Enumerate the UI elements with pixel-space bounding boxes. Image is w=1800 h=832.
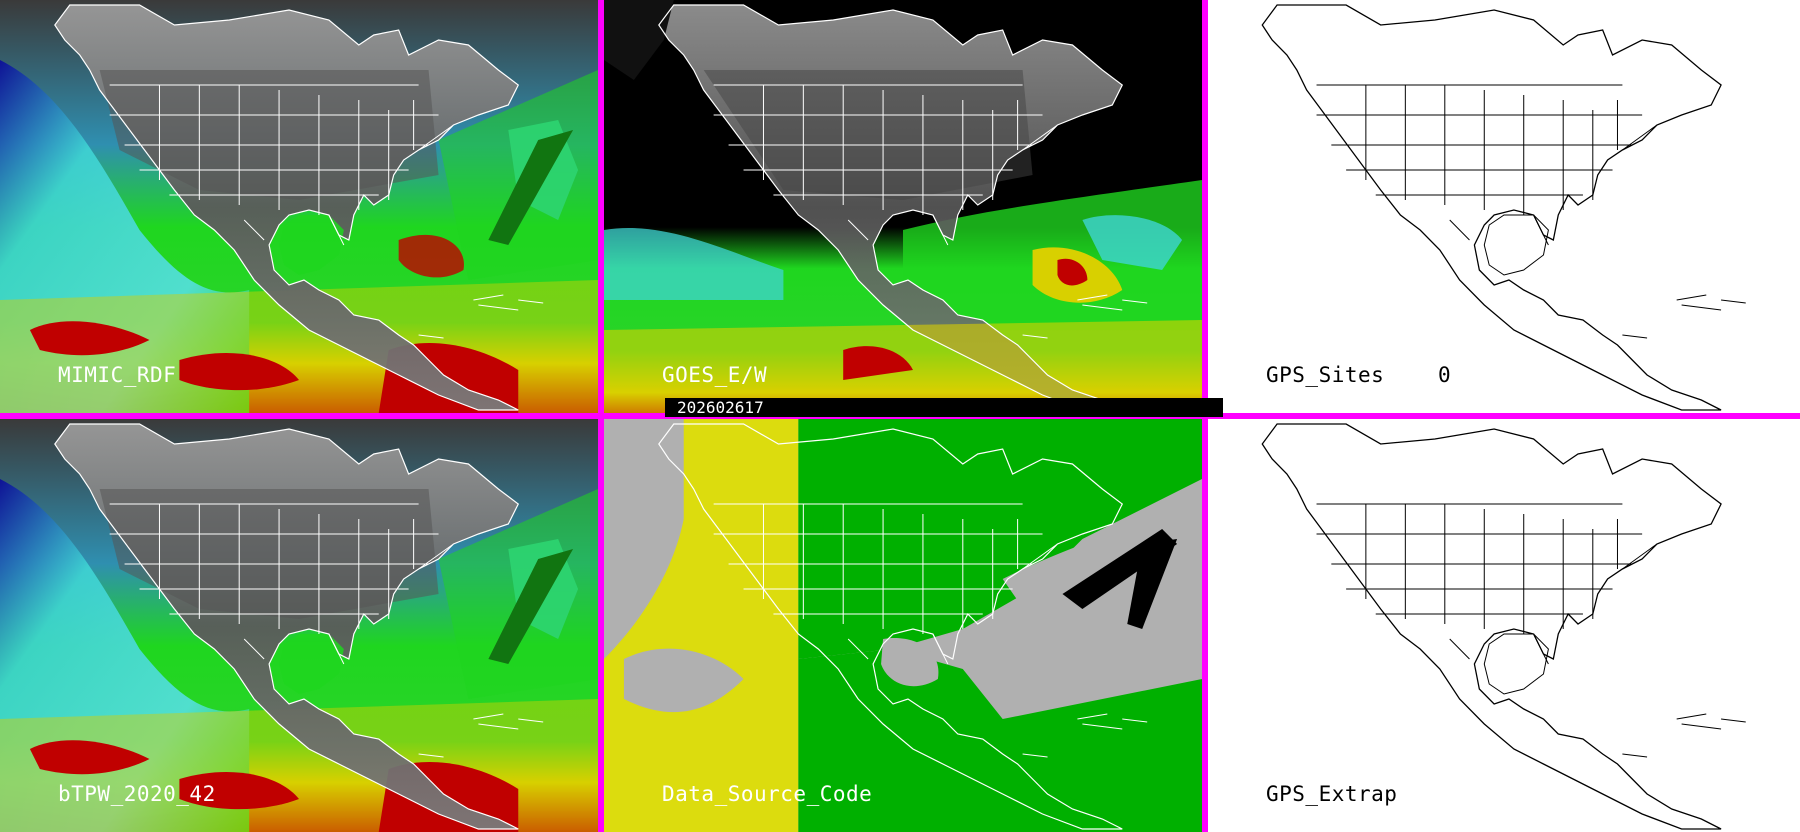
panel-label: MIMIC_RDF: [58, 363, 177, 387]
timestamp-bar: 202602617: [665, 398, 1223, 417]
tpw-map: [0, 419, 598, 832]
panel-data-source: Data_Source_Code: [604, 419, 1202, 832]
panel-btpw: bTPW_2020_42: [0, 419, 598, 832]
panel-label: GPS_Sites: [1266, 363, 1385, 387]
tpw-map: [0, 0, 598, 413]
outline-map: [1208, 419, 1800, 832]
panel-mimic: MIMIC_RDF: [0, 0, 598, 413]
panel-goes: GOES_E/W: [604, 0, 1202, 413]
gps-site-count: 0: [1438, 363, 1451, 387]
panel-label: bTPW_2020_42: [58, 782, 216, 806]
goes-map: [604, 0, 1202, 413]
panel-label: Data_Source_Code: [662, 782, 873, 806]
panel-gps-extrap: GPS_Extrap: [1208, 419, 1800, 832]
panel-gps-sites: GPS_Sites 0: [1208, 0, 1800, 413]
panel-label: GOES_E/W: [662, 363, 768, 387]
panel-label: GPS_Extrap: [1266, 782, 1398, 806]
source-map: [604, 419, 1202, 832]
outline-map: [1208, 0, 1800, 413]
